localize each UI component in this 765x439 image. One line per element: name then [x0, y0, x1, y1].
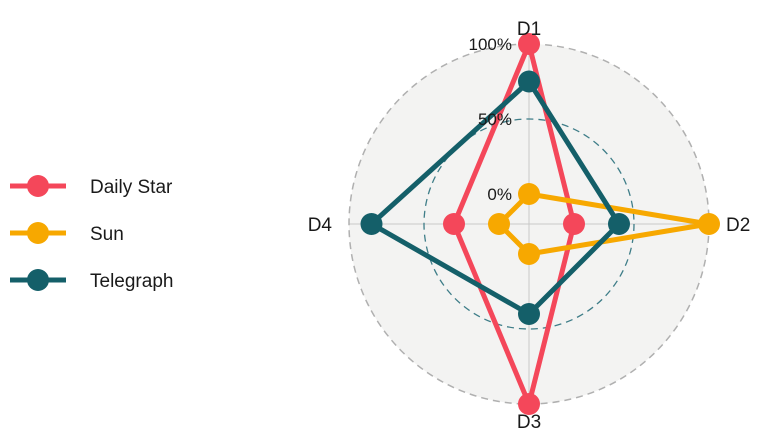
legend-label-telegraph: Telegraph — [90, 271, 173, 292]
ring-label-50: 50% — [478, 110, 512, 129]
grid-ring-mid — [423, 118, 635, 330]
legend-item-daily-star: Daily Star — [10, 175, 173, 198]
point-daily-star-d2 — [563, 213, 585, 235]
series-layer — [360, 33, 720, 415]
legend-marker-daily-star — [27, 175, 49, 197]
axis-label-d4: D4 — [308, 215, 333, 236]
point-telegraph-d2 — [608, 213, 630, 235]
point-telegraph-d3 — [518, 303, 540, 325]
point-sun-d3 — [518, 243, 540, 265]
legend-item-telegraph: Telegraph — [10, 269, 173, 292]
legend: Daily Star Sun Telegraph — [10, 175, 173, 292]
legend-label-daily-star: Daily Star — [90, 177, 173, 198]
axis-label-d3: D3 — [517, 412, 541, 433]
point-sun-d1 — [518, 183, 540, 205]
point-daily-star-d4 — [443, 213, 465, 235]
legend-marker-sun — [27, 222, 49, 244]
ring-label-0: 0% — [487, 185, 512, 204]
point-telegraph-d1 — [518, 70, 540, 93]
point-daily-star-d1 — [518, 33, 540, 55]
legend-item-sun: Sun — [10, 222, 124, 245]
legend-label-sun: Sun — [90, 224, 124, 245]
axis-label-d1: D1 — [517, 19, 541, 40]
point-sun-d4 — [488, 213, 510, 235]
axis-label-d2: D2 — [726, 215, 750, 236]
point-sun-d2 — [698, 213, 720, 235]
point-telegraph-d4 — [360, 213, 383, 235]
point-daily-star-d3 — [518, 393, 540, 415]
labels: 0% 50% 100% D1 D2 D3 D4 — [308, 19, 751, 433]
ring-label-100: 100% — [469, 35, 512, 54]
legend-marker-telegraph — [27, 269, 49, 291]
